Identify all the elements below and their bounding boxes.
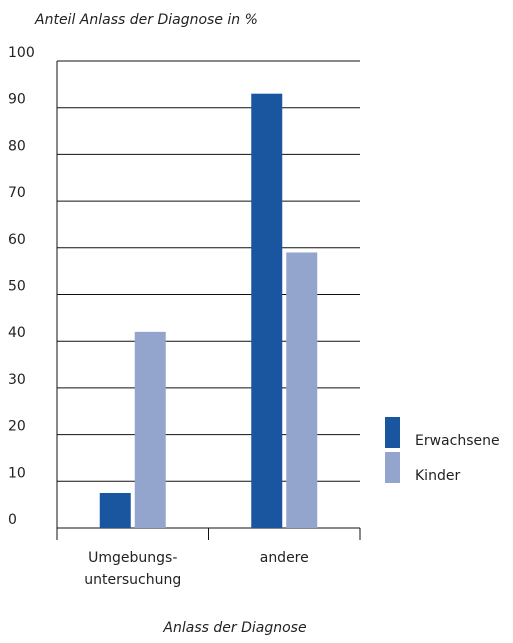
- legend-swatch: [385, 452, 400, 483]
- legend-label: Erwachsene: [415, 433, 500, 449]
- x-tick-label: Umgebungs-untersuchung: [84, 550, 181, 588]
- legend-swatch: [385, 417, 400, 448]
- y-tick-label: 10: [8, 465, 26, 481]
- bar: [251, 93, 283, 528]
- y-tick-label: 30: [8, 372, 26, 388]
- x-tick-label-line: andere: [260, 550, 309, 566]
- y-tick-label: 70: [8, 185, 26, 201]
- y-tick-label: 60: [8, 232, 26, 248]
- y-tick-label: 0: [8, 512, 17, 528]
- bar: [286, 252, 318, 528]
- y-tick-label: 100: [8, 45, 35, 61]
- x-tick-label: andere: [260, 550, 309, 566]
- y-tick-label: 80: [8, 138, 26, 154]
- x-tick-label-line: Umgebungs-: [88, 550, 177, 566]
- x-tick-label-line: untersuchung: [84, 572, 181, 588]
- y-tick-label: 40: [8, 325, 26, 341]
- y-tick-label: 90: [8, 92, 26, 108]
- x-axis-title: Anlass der Diagnose: [162, 620, 306, 636]
- bar: [134, 331, 166, 528]
- legend-label: Kinder: [415, 468, 460, 484]
- y-tick-label: 50: [8, 279, 26, 295]
- bar: [99, 492, 131, 528]
- chart-title: Anteil Anlass der Diagnose in %: [34, 12, 258, 28]
- y-tick-label: 20: [8, 419, 26, 435]
